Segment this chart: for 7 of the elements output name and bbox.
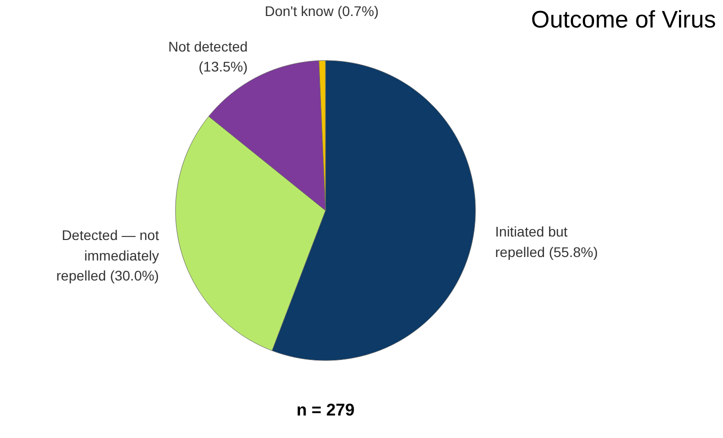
text: n = 279 (296, 400, 355, 420)
slice-label: Not detected (168, 38, 248, 54)
chart-title: Outcome of Virus (531, 6, 716, 34)
slice-label: Don't know (0.7%) (264, 3, 379, 19)
slice-label: Initiated but repelled (55.8%) (495, 224, 598, 260)
slice-label: Detected — not immediately repelled (30.0%) (56, 227, 160, 284)
data-label: (13.5%) (198, 58, 248, 75)
